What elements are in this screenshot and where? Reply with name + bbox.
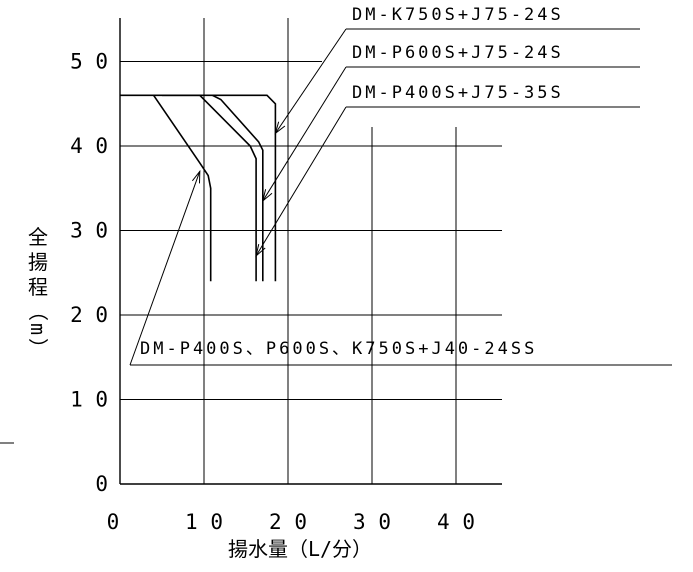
annotation-leader — [255, 106, 347, 257]
annotation-leader — [262, 66, 347, 202]
x-tick-label: 2 0 — [269, 510, 307, 534]
annotation-label-3: DM-P400S+J75-35S — [352, 83, 564, 103]
x-tick-label: 0 — [107, 510, 120, 534]
annotation-leaders — [129, 28, 672, 366]
y-axis-label-char: 揚 — [28, 250, 48, 274]
y-axis-label-char: 全 — [28, 225, 48, 249]
series-line-3 — [120, 94, 257, 282]
annotation-label-1: DM-K750S+J75-24S — [352, 5, 564, 25]
x-tick-label: 4 0 — [437, 510, 475, 534]
x-axis-label: 揚水量（L/分） — [228, 537, 372, 561]
annotation-arrowhead — [274, 121, 286, 135]
y-tick-label: 1 0 — [70, 388, 108, 412]
annotation-arrowhead — [261, 189, 273, 203]
series-line-2 — [212, 94, 264, 282]
annotation-label-2: DM-P600S+J75-24S — [352, 43, 564, 63]
y-axis-label-char: ） — [26, 338, 50, 358]
annotation-label-4: DM-P400S、P600S、K750S+J40-24SS — [140, 339, 537, 359]
annotation-arrowhead — [191, 169, 201, 184]
y-tick-label: 3 0 — [70, 219, 108, 243]
x-tick-label: 1 0 — [185, 510, 223, 534]
series-lines — [120, 94, 277, 282]
y-tick-label: 0 — [95, 472, 108, 496]
y-axis-label-char: 程 — [28, 275, 48, 299]
annotation-leader — [274, 28, 347, 134]
y-tick-label: 5 0 — [70, 50, 108, 74]
y-axis-label: 全揚程（ m ） — [26, 225, 50, 358]
annotations: DM-K750S+J75-24S DM-P600S+J75-24S DM-P400S… — [140, 5, 564, 359]
x-tick-label: 3 0 — [353, 510, 391, 534]
annotation-arrowhead — [255, 244, 266, 258]
y-axis-label-char: m — [26, 323, 50, 335]
annotation-leader — [129, 171, 201, 366]
tick-labels: 0 1 0 2 0 3 0 4 0 5 0 0 1 0 2 0 3 0 4 0 — [70, 50, 475, 535]
y-tick-label: 2 0 — [70, 303, 108, 327]
series-line-1 — [162, 94, 277, 282]
series-line-4 — [152, 94, 212, 282]
y-axis-label-char: （ — [26, 301, 50, 321]
y-tick-label: 4 0 — [70, 134, 108, 158]
